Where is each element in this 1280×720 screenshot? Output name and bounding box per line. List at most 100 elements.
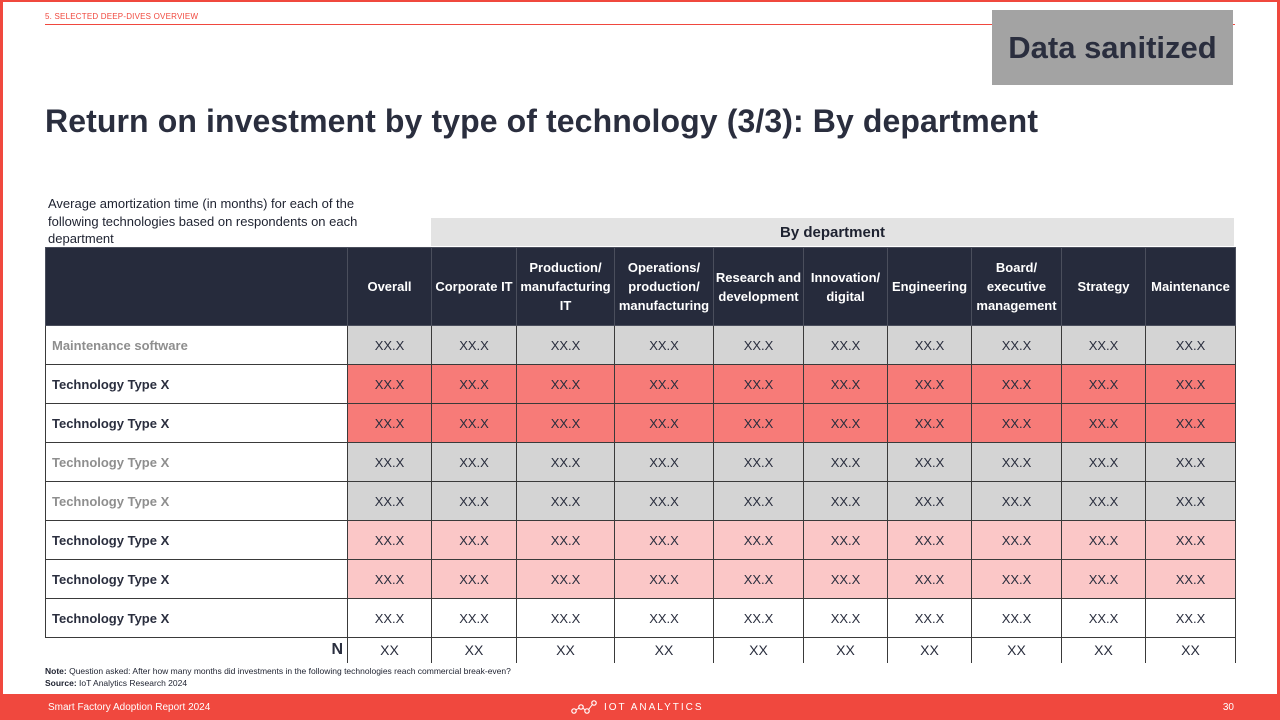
table-cell: XX.X [347,325,432,365]
table-subtitle: Average amortization time (in months) fo… [48,196,358,246]
source-label: Source: [45,678,77,688]
table-row: Maintenance software XX.X XX.X XX.X XX.X XX.X… [45,325,1236,365]
table-cell: XX.X [516,403,615,443]
table-cell: XX.X [347,520,432,560]
table-cell: XX.X [614,403,714,443]
page-number: 30 [1222,702,1234,713]
table-cell: XX.X [971,481,1062,521]
table-cell: XX.X [713,481,804,521]
table-cell: XX.X [803,481,888,521]
column-header: Corporate IT [431,247,517,326]
table-cell: XX.X [516,598,615,638]
table-cell: XX.X [347,442,432,482]
sample-size-cell: XX [1061,637,1146,663]
table-cell: XX.X [887,325,972,365]
table-cell: XX.X [1145,364,1236,404]
table-cell: XX.X [347,403,432,443]
table-cell: XX.X [516,442,615,482]
table-cell: XX.X [1061,442,1146,482]
table-cell: XX.X [971,403,1062,443]
header-corner-cell [45,247,348,326]
iot-analytics-logo-icon [571,700,597,714]
table-cell: XX.X [971,598,1062,638]
page-title: Return on investment by type of technolo… [45,103,1039,139]
column-header-row: Overall Corporate IT Production/ manufactu… [45,247,1236,326]
table-cell: XX.X [347,559,432,599]
table-cell: XX.X [1145,481,1236,521]
report-name: Smart Factory Adoption Report 2024 [48,702,211,713]
source-line: Source: IoT Analytics Research 2024 [45,677,511,689]
table-cell: XX.X [347,481,432,521]
table-cell: XX.X [1061,520,1146,560]
table-cell: XX.X [431,325,517,365]
table-cell: XX.X [516,325,615,365]
note-text: Question asked: After how many months di… [66,666,511,676]
table-cell: XX.X [971,364,1062,404]
table-cell: XX.X [1145,598,1236,638]
source-text: IoT Analytics Research 2024 [76,678,188,688]
table-cell: XX.X [516,481,615,521]
table-cell: XX.X [431,598,517,638]
column-header: Engineering [887,247,972,326]
section-divider [45,24,1235,25]
table-cell: XX.X [614,364,714,404]
table-cell: XX.X [431,442,517,482]
table-row: Technology Type X XX.X XX.X XX.X XX.X XX.X XX.… [45,598,1236,638]
brand-logo: IOT ANALYTICS [570,698,704,716]
table-cell: XX.X [1145,442,1236,482]
row-label: Technology Type X [45,403,348,443]
footnotes: Note: Question asked: After how many mon… [45,665,511,689]
table-cell: XX.X [713,403,804,443]
brand-name: IOT ANALYTICS [604,701,704,713]
table-cell: XX.X [887,403,972,443]
table-row: Technology Type X XX.X XX.X XX.X XX.X XX.X XX.… [45,364,1236,404]
section-label: 5. SELECTED DEEP-DIVES OVERVIEW [45,12,199,21]
table-cell: XX.X [713,598,804,638]
row-label: Technology Type X [45,481,348,521]
table-cell: XX.X [431,481,517,521]
table-cell: XX.X [803,442,888,482]
table-cell: XX.X [713,364,804,404]
footer-bar: Smart Factory Adoption Report 2024 IOT A… [0,694,1280,720]
table-cell: XX.X [887,559,972,599]
table-row: Technology Type X XX.X XX.X XX.X XX.X XX.X XX.… [45,481,1236,521]
table-cell: XX.X [1145,325,1236,365]
table-cell: XX.X [971,559,1062,599]
table-cell: XX.X [431,403,517,443]
table-cell: XX.X [1061,598,1146,638]
data-sanitized-badge: Data sanitized [992,10,1233,85]
table-row: Technology Type X XX.X XX.X XX.X XX.X XX.X XX.… [45,520,1236,560]
table-cell: XX.X [971,520,1062,560]
table-row: Technology Type X XX.X XX.X XX.X XX.X XX.X XX.… [45,559,1236,599]
table-cell: XX.X [713,442,804,482]
column-header: Overall [347,247,432,326]
table-cell: XX.X [431,559,517,599]
note-label: Note: [45,666,67,676]
table-cell: XX.X [887,442,972,482]
table-cell: XX.X [1061,325,1146,365]
row-label: Technology Type X [45,520,348,560]
table-cell: XX.X [713,325,804,365]
by-department-header: By department [431,218,1234,246]
column-header: Board/ executive management [971,247,1062,326]
table-cell: XX.X [614,442,714,482]
table-cell: XX.X [1061,559,1146,599]
table-cell: XX.X [803,325,888,365]
row-label: Technology Type X [45,598,348,638]
column-header: Operations/ production/ manufacturing [614,247,714,326]
column-header: Research and development [713,247,804,326]
table-cell: XX.X [614,481,714,521]
table-cell: XX.X [713,559,804,599]
table-cell: XX.X [1145,520,1236,560]
sample-size-cell: XX [431,637,517,663]
table-cell: XX.X [887,598,972,638]
sample-size-cell: XX [516,637,615,663]
table-cell: XX.X [431,364,517,404]
table-cell: XX.X [887,520,972,560]
sample-size-cell: XX [713,637,804,663]
table-cell: XX.X [614,520,714,560]
table-cell: XX.X [803,559,888,599]
sample-size-cell: XX [1145,637,1236,663]
table-cell: XX.X [516,559,615,599]
